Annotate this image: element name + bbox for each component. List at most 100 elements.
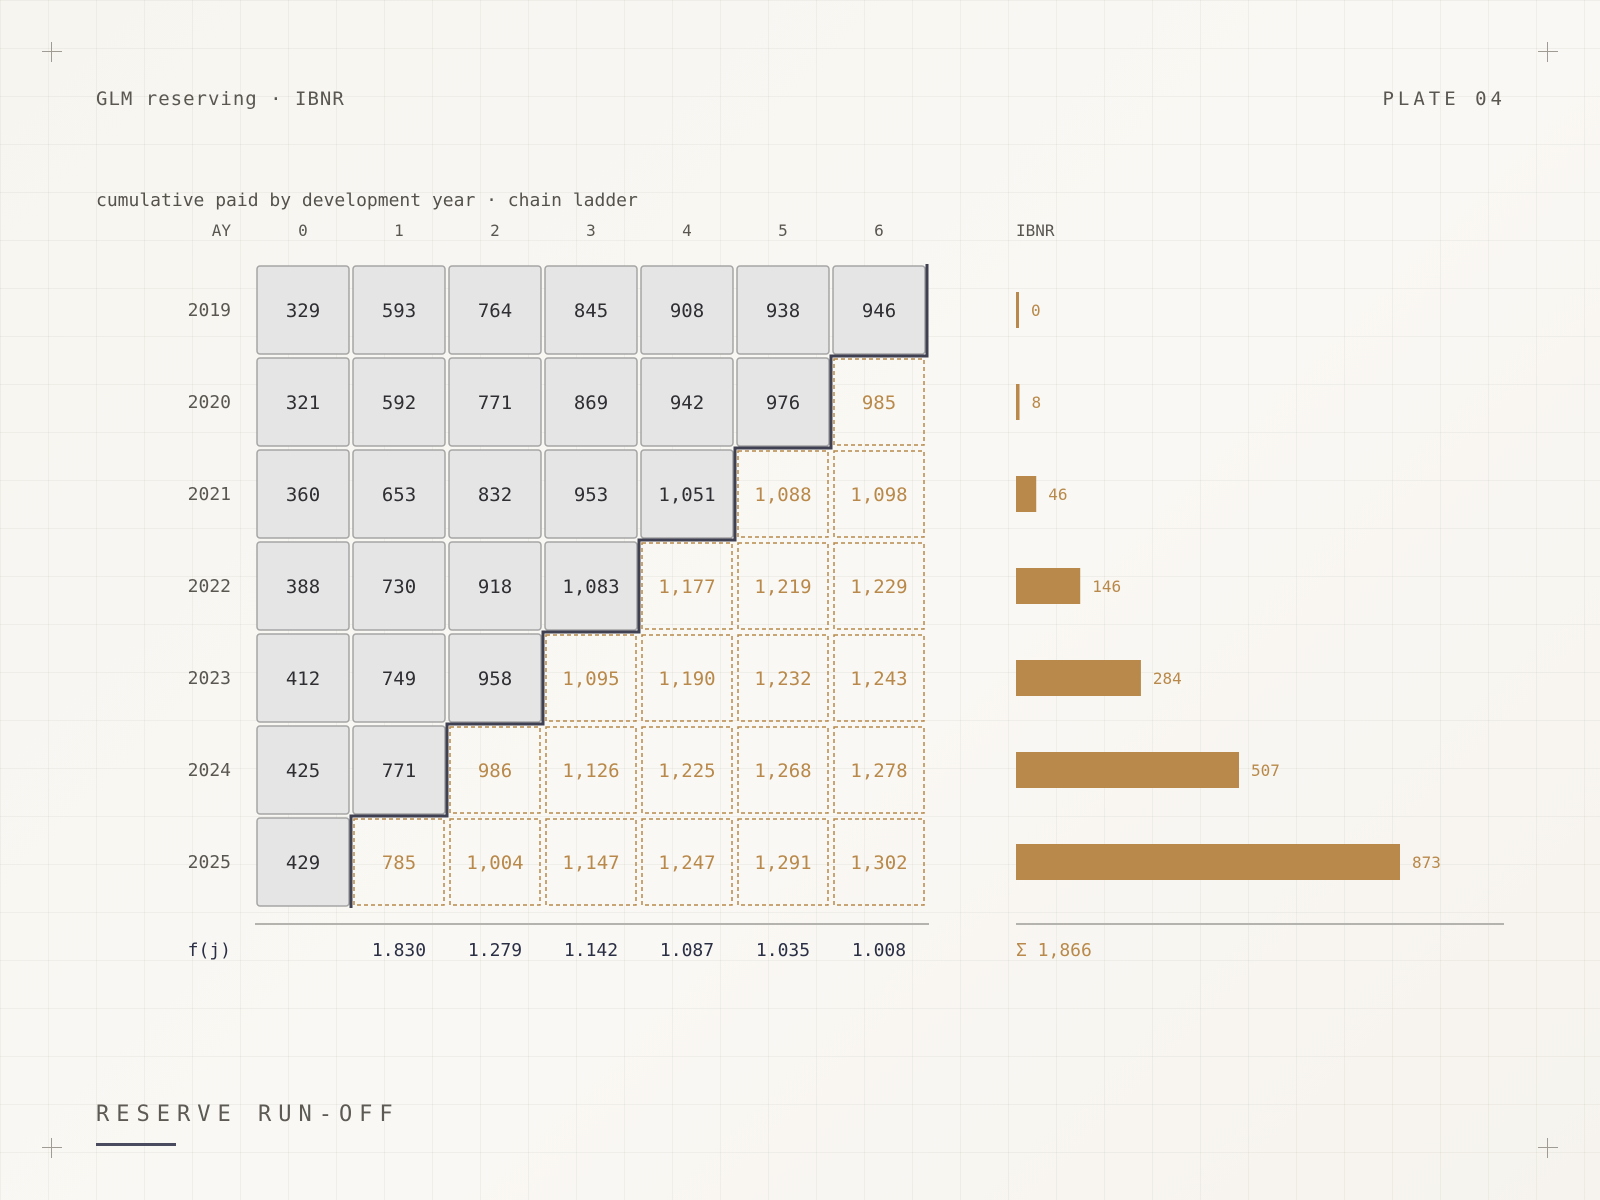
projected-value: 1,225 <box>658 760 715 782</box>
projected-cell <box>737 726 829 814</box>
projected-cell <box>545 726 637 814</box>
ibnr-bar <box>1016 752 1240 788</box>
development-factor: 1.830 <box>372 940 426 961</box>
development-factor: 1.008 <box>852 940 906 961</box>
observed-value: 976 <box>766 392 800 414</box>
observed-value: 412 <box>286 668 320 690</box>
observed-cell <box>256 449 350 539</box>
corner-label: AY <box>212 221 232 240</box>
projected-cell <box>833 726 925 814</box>
projected-cell <box>641 818 733 906</box>
ibnr-value-label: 507 <box>1251 761 1280 780</box>
projected-cell <box>449 818 541 906</box>
dev-year-label: 4 <box>682 221 692 240</box>
accident-year-label: 2022 <box>188 576 231 597</box>
projected-cell <box>737 634 829 722</box>
observed-value: 938 <box>766 300 800 322</box>
observed-cell <box>256 357 350 447</box>
ibnr-bar <box>1016 384 1020 420</box>
dev-year-label: 0 <box>298 221 308 240</box>
dev-year-label: 3 <box>586 221 596 240</box>
observed-cell <box>448 357 542 447</box>
observed-cell <box>448 541 542 631</box>
ibnr-bar <box>1016 292 1019 328</box>
observed-value: 593 <box>382 300 416 322</box>
ibnr-bar <box>1016 844 1400 880</box>
chart-subtitle: cumulative paid by development year · ch… <box>96 190 638 211</box>
observed-cell <box>448 265 542 355</box>
ibnr-value-label: 284 <box>1153 669 1182 688</box>
projected-cell <box>833 542 925 630</box>
projected-value: 1,177 <box>658 576 715 598</box>
observed-value: 321 <box>286 392 320 414</box>
observed-cell <box>256 725 350 815</box>
observed-cell <box>544 541 638 631</box>
projected-cell <box>641 634 733 722</box>
observed-cell <box>640 265 734 355</box>
observed-value: 1,051 <box>658 484 715 506</box>
observed-value: 942 <box>670 392 704 414</box>
ibnr-bar <box>1016 660 1141 696</box>
observed-cell <box>640 449 734 539</box>
observed-cell <box>352 541 446 631</box>
projected-cell <box>641 542 733 630</box>
observed-value: 946 <box>862 300 896 322</box>
observed-value: 869 <box>574 392 608 414</box>
observed-value: 771 <box>382 760 416 782</box>
ibnr-value-label: 46 <box>1048 485 1067 504</box>
factor-row-label: f(j) <box>188 940 231 961</box>
projected-value: 1,190 <box>658 668 715 690</box>
plate-number: PLATE 04 <box>1382 88 1506 110</box>
observed-value: 360 <box>286 484 320 506</box>
projected-value: 1,302 <box>850 852 907 874</box>
dev-year-label: 5 <box>778 221 788 240</box>
observed-cell <box>256 817 350 907</box>
projected-value: 986 <box>478 760 512 782</box>
development-factor: 1.087 <box>660 940 714 961</box>
observed-cell <box>352 633 446 723</box>
observed-cell <box>544 357 638 447</box>
projected-value: 1,291 <box>754 852 811 874</box>
latest-diagonal-line <box>349 264 929 908</box>
projected-value: 1,232 <box>754 668 811 690</box>
projected-cell <box>353 818 445 906</box>
observed-value: 771 <box>478 392 512 414</box>
accident-year-label: 2024 <box>188 760 231 781</box>
projected-value: 1,098 <box>850 484 907 506</box>
ibnr-header: IBNR <box>1016 221 1055 240</box>
observed-cell <box>256 265 350 355</box>
projected-value: 1,088 <box>754 484 811 506</box>
ibnr-value-label: 873 <box>1412 853 1441 872</box>
observed-value: 329 <box>286 300 320 322</box>
accident-year-label: 2023 <box>188 668 231 689</box>
crop-mark-bottom-right <box>1538 1138 1558 1158</box>
observed-cell <box>832 265 926 355</box>
ibnr-value-label: 8 <box>1032 393 1042 412</box>
projected-value: 1,219 <box>754 576 811 598</box>
observed-cell <box>544 449 638 539</box>
ibnr-value-label: 0 <box>1031 301 1041 320</box>
projected-cell <box>833 818 925 906</box>
projected-value: 1,229 <box>850 576 907 598</box>
ibnr-value-label: 146 <box>1092 577 1121 596</box>
observed-cell <box>736 357 830 447</box>
observed-cell <box>352 449 446 539</box>
accident-year-label: 2020 <box>188 392 231 413</box>
projected-cell <box>737 818 829 906</box>
observed-cell <box>256 633 350 723</box>
observed-cell <box>352 725 446 815</box>
observed-value: 845 <box>574 300 608 322</box>
observed-value: 918 <box>478 576 512 598</box>
dev-year-label: 1 <box>394 221 404 240</box>
projected-cell <box>449 726 541 814</box>
observed-value: 953 <box>574 484 608 506</box>
crop-mark-top-left <box>42 42 62 62</box>
projected-value: 785 <box>382 852 416 874</box>
observed-cell <box>448 633 542 723</box>
development-factor: 1.142 <box>564 940 618 961</box>
footer-accent-rule <box>96 1143 176 1146</box>
observed-cell <box>352 265 446 355</box>
observed-cell <box>640 357 734 447</box>
development-factor: 1.035 <box>756 940 810 961</box>
